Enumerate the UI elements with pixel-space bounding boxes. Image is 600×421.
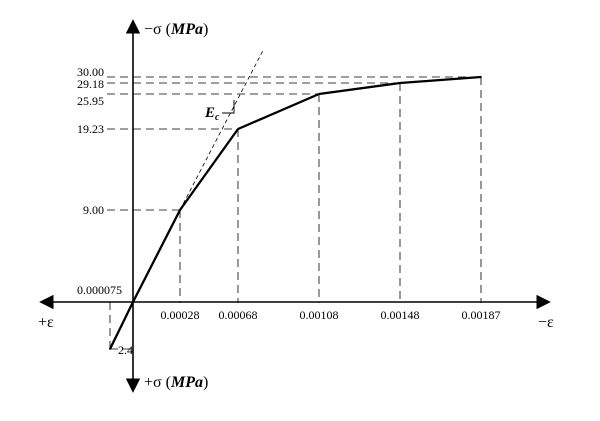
- data-point: [318, 93, 320, 95]
- curve-segment: [179, 128, 239, 211]
- x-tick-label: 0.00108: [300, 308, 339, 322]
- y-tick-label: 30.00: [77, 65, 104, 79]
- x-tick-label: 0.00028: [161, 308, 200, 322]
- y-axis-bottom-label: +σ (MPa): [144, 374, 208, 391]
- x-axis-left-label: +ε: [38, 314, 54, 331]
- axes: [39, 19, 551, 393]
- tangent-line: [179, 49, 264, 211]
- data-point: [109, 348, 111, 350]
- x-tick-label: 0.00187: [462, 308, 501, 322]
- neg-y-label: 2.4: [118, 343, 133, 357]
- curve-segment: [318, 81, 401, 96]
- neg-x-label: 0.000075: [77, 283, 122, 297]
- data-point: [132, 301, 134, 303]
- x-axis-right-label: −ε: [538, 314, 554, 331]
- y-tick-label: 29.18: [77, 77, 104, 91]
- tangent-label: Ec: [204, 105, 220, 123]
- x-tick-label: 0.00068: [219, 308, 258, 322]
- slope-triangle: [222, 100, 235, 114]
- labels: −σ (MPa) +σ (MPa) +ε −ε Ec 0.000075 2.4 …: [38, 21, 554, 391]
- curve-segment: [131, 209, 182, 303]
- y-tick-label: 25.95: [77, 94, 104, 108]
- guide-lines: [107, 76, 482, 350]
- y-axis-top-label: −σ (MPa): [144, 21, 208, 38]
- curve-segment: [399, 75, 482, 85]
- y-tick-label: 19.23: [77, 122, 104, 136]
- curve-segment: [237, 92, 320, 131]
- data-point: [480, 76, 482, 78]
- x-tick-label: 0.00148: [381, 308, 420, 322]
- data-point: [399, 82, 401, 84]
- y-tick-label: 9.00: [83, 203, 104, 217]
- curve-layer: [108, 49, 482, 350]
- data-point: [237, 128, 239, 130]
- data-point: [179, 209, 181, 211]
- curve-segment: [108, 301, 135, 350]
